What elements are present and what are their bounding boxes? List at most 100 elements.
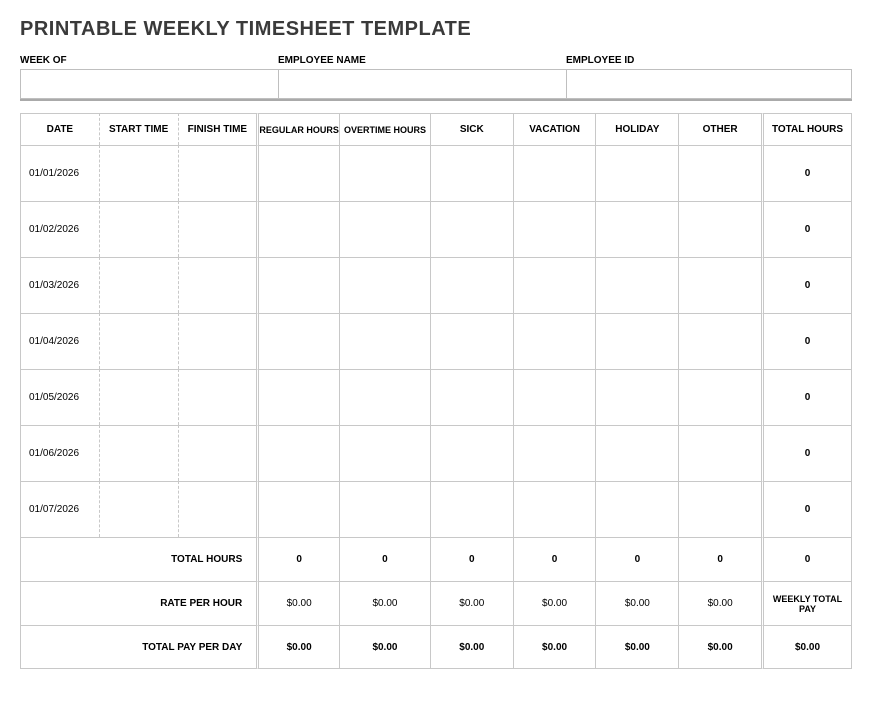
table-row: 01/03/2026 0 (20, 257, 852, 313)
cell-date[interactable]: 01/07/2026 (20, 481, 99, 537)
cell-finish[interactable] (178, 369, 257, 425)
cell-start[interactable] (99, 257, 178, 313)
rate-holiday: $0.00 (595, 581, 678, 625)
total-sick: 0 (430, 537, 513, 581)
cell-other[interactable] (678, 201, 761, 257)
cell-regular[interactable] (256, 145, 339, 201)
cell-other[interactable] (678, 257, 761, 313)
cell-vacation[interactable] (513, 313, 596, 369)
cell-sick[interactable] (430, 257, 513, 313)
employee-id-field: EMPLOYEE ID (566, 55, 852, 99)
cell-overtime[interactable] (339, 369, 430, 425)
weekly-total-pay-label: WEEKLY TOTAL PAY (761, 581, 852, 625)
timesheet-table: DATE START TIME FINISH TIME REGULAR HOUR… (20, 113, 852, 669)
cell-sick[interactable] (430, 481, 513, 537)
cell-holiday[interactable] (595, 369, 678, 425)
cell-vacation[interactable] (513, 481, 596, 537)
pay-other: $0.00 (678, 625, 761, 669)
cell-overtime[interactable] (339, 313, 430, 369)
page-title: PRINTABLE WEEKLY TIMESHEET TEMPLATE (20, 18, 857, 41)
rate-sick: $0.00 (430, 581, 513, 625)
cell-finish[interactable] (178, 145, 257, 201)
total-other: 0 (678, 537, 761, 581)
cell-other[interactable] (678, 313, 761, 369)
cell-finish[interactable] (178, 257, 257, 313)
cell-sick[interactable] (430, 369, 513, 425)
cell-regular[interactable] (256, 257, 339, 313)
cell-vacation[interactable] (513, 425, 596, 481)
cell-overtime[interactable] (339, 425, 430, 481)
cell-date[interactable]: 01/06/2026 (20, 425, 99, 481)
cell-start[interactable] (99, 145, 178, 201)
cell-regular[interactable] (256, 313, 339, 369)
employee-name-input[interactable] (278, 69, 566, 99)
employee-id-input[interactable] (566, 69, 852, 99)
cell-date[interactable]: 01/01/2026 (20, 145, 99, 201)
table-row: 01/04/20260 (20, 313, 852, 369)
total-regular: 0 (256, 537, 339, 581)
cell-start[interactable] (99, 201, 178, 257)
col-finish: FINISH TIME (178, 113, 257, 145)
cell-start[interactable] (99, 369, 178, 425)
cell-date[interactable]: 01/03/2026 (20, 257, 99, 313)
cell-date[interactable]: 01/05/2026 (20, 369, 99, 425)
cell-regular[interactable] (256, 425, 339, 481)
table-row: 01/02/2026 0 (20, 201, 852, 257)
cell-sick[interactable] (430, 201, 513, 257)
cell-holiday[interactable] (595, 145, 678, 201)
cell-vacation[interactable] (513, 257, 596, 313)
pay-regular: $0.00 (256, 625, 339, 669)
cell-regular[interactable] (256, 201, 339, 257)
cell-other[interactable] (678, 481, 761, 537)
cell-total: 0 (761, 257, 852, 313)
week-of-input[interactable] (20, 69, 278, 99)
cell-other[interactable] (678, 145, 761, 201)
cell-other[interactable] (678, 369, 761, 425)
cell-overtime[interactable] (339, 145, 430, 201)
cell-holiday[interactable] (595, 481, 678, 537)
cell-start[interactable] (99, 425, 178, 481)
cell-regular[interactable] (256, 481, 339, 537)
cell-holiday[interactable] (595, 313, 678, 369)
pay-grand: $0.00 (761, 625, 852, 669)
cell-vacation[interactable] (513, 201, 596, 257)
cell-date[interactable]: 01/04/2026 (20, 313, 99, 369)
cell-total: 0 (761, 145, 852, 201)
cell-start[interactable] (99, 313, 178, 369)
cell-holiday[interactable] (595, 201, 678, 257)
cell-total: 0 (761, 201, 852, 257)
table-row: 01/05/2026 0 (20, 369, 852, 425)
cell-start[interactable] (99, 481, 178, 537)
cell-date[interactable]: 01/02/2026 (20, 201, 99, 257)
cell-sick[interactable] (430, 425, 513, 481)
pay-row: TOTAL PAY PER DAY $0.00 $0.00 $0.00 $0.0… (20, 625, 852, 669)
rate-regular: $0.00 (256, 581, 339, 625)
rate-row: RATE PER HOUR $0.00 $0.00 $0.00 $0.00 $0… (20, 581, 852, 625)
cell-finish[interactable] (178, 481, 257, 537)
cell-overtime[interactable] (339, 257, 430, 313)
cell-vacation[interactable] (513, 369, 596, 425)
col-vacation: VACATION (513, 113, 596, 145)
cell-holiday[interactable] (595, 257, 678, 313)
cell-vacation[interactable] (513, 145, 596, 201)
cell-finish[interactable] (178, 313, 257, 369)
total-grand: 0 (761, 537, 852, 581)
employee-name-field: EMPLOYEE NAME (278, 55, 566, 99)
table-row: 01/07/20260 (20, 481, 852, 537)
cell-overtime[interactable] (339, 201, 430, 257)
cell-total: 0 (761, 369, 852, 425)
cell-sick[interactable] (430, 145, 513, 201)
week-of-field: WEEK OF (20, 55, 278, 99)
cell-finish[interactable] (178, 425, 257, 481)
table-header-row: DATE START TIME FINISH TIME REGULAR HOUR… (20, 113, 852, 145)
col-regular: REGULAR HOURS (256, 113, 339, 145)
table-body: 01/01/2026001/02/2026001/03/2026001/04/2… (20, 145, 852, 537)
cell-finish[interactable] (178, 201, 257, 257)
cell-sick[interactable] (430, 313, 513, 369)
cell-regular[interactable] (256, 369, 339, 425)
rate-label: RATE PER HOUR (20, 581, 256, 625)
pay-overtime: $0.00 (339, 625, 430, 669)
cell-overtime[interactable] (339, 481, 430, 537)
cell-other[interactable] (678, 425, 761, 481)
cell-holiday[interactable] (595, 425, 678, 481)
